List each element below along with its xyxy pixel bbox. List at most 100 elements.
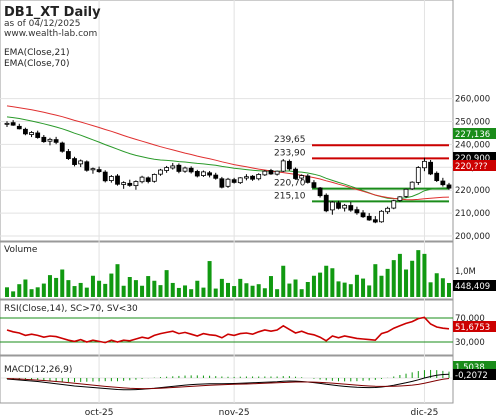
volume-bar — [72, 286, 77, 297]
volume-bar — [275, 289, 280, 297]
rsi-title: RSI(Close,14), SC>70, SV<30 — [4, 304, 138, 314]
candle-body — [422, 160, 427, 169]
candle-body — [440, 180, 446, 186]
candle-body — [409, 181, 415, 190]
candle-body — [188, 167, 194, 173]
candle-body — [385, 207, 391, 213]
candle-body — [336, 202, 341, 209]
volume-bar — [115, 264, 120, 297]
volume-tag-bg — [453, 280, 496, 291]
candle-body — [415, 167, 421, 183]
candle-body — [219, 178, 225, 188]
candle-body — [293, 168, 298, 179]
volume-bar — [410, 260, 415, 297]
level-lines — [312, 144, 449, 203]
volume-bar — [213, 288, 218, 297]
volume-bar — [11, 291, 16, 297]
candle-body — [194, 171, 200, 177]
volume-bar — [281, 265, 286, 297]
volume-bar — [47, 275, 52, 297]
candle-body — [329, 201, 335, 211]
candle-body — [164, 167, 170, 171]
volume-bar — [35, 287, 40, 297]
candle-body — [10, 122, 16, 126]
candle-body — [35, 132, 41, 138]
chart-title: DB1_XT Daily — [4, 5, 101, 20]
volume-y-tick: 1,0M — [455, 267, 476, 277]
candle-body — [299, 175, 305, 179]
candle-body — [262, 170, 268, 176]
candle-body — [354, 209, 360, 214]
volume-bar — [78, 282, 83, 297]
ema70-tag: 220,??? — [455, 162, 487, 172]
volume-bar — [348, 284, 353, 297]
volume-bar — [84, 287, 89, 297]
rsi-panel — [0, 299, 454, 356]
candle-body — [59, 142, 65, 152]
candle-body — [115, 175, 120, 185]
date-line: as of 04/12/2025 — [4, 19, 80, 29]
price-y-tick: 260,000 — [455, 95, 490, 105]
candle-body — [4, 122, 10, 125]
candle-body — [225, 178, 231, 187]
volume-bar — [121, 285, 126, 297]
rsi-tag: 51,6753 — [455, 323, 490, 333]
price-y-tick: 240,000 — [455, 140, 490, 150]
candle-body — [127, 182, 133, 186]
volume-bar — [330, 268, 335, 297]
rsi-line — [6, 316, 450, 344]
candles — [4, 120, 452, 224]
volume-bar — [54, 277, 59, 297]
volume-bar — [90, 275, 95, 297]
candle-body — [96, 169, 102, 173]
volume-bar — [152, 280, 157, 297]
volume-bar — [305, 282, 310, 297]
candle-body — [65, 151, 71, 159]
macd-tag: -0,2072 — [455, 371, 488, 381]
volume-bar — [17, 284, 22, 297]
candle-body — [268, 170, 274, 175]
volume-bar — [41, 283, 46, 297]
source-line: www.wealth-lab.com — [4, 29, 97, 39]
level-label: 233,90 — [274, 148, 306, 158]
candle-body — [434, 172, 440, 181]
rsi-y-tick: 70,000 — [455, 314, 485, 324]
volume-bar — [354, 274, 359, 297]
volume-bar — [127, 277, 132, 297]
close-tag-bg — [453, 152, 496, 163]
candle-body — [379, 210, 384, 223]
candle-body — [72, 158, 77, 165]
volume-bar — [226, 282, 230, 297]
candle-body — [78, 160, 84, 165]
macd-tag-bg — [453, 369, 496, 380]
volume-bar — [146, 276, 151, 297]
candle-body — [133, 181, 139, 187]
candle-body — [102, 171, 108, 182]
candle-body — [446, 184, 452, 189]
ema70-tag-bg — [453, 160, 496, 171]
volume-bar — [342, 282, 347, 297]
rsi-plot — [0, 316, 453, 344]
x-tick-label: oct-25 — [85, 408, 114, 418]
volume-bar — [262, 288, 267, 297]
candle-body — [231, 179, 237, 183]
candle-body — [207, 172, 212, 176]
candle-body — [145, 177, 151, 182]
ema21-tag: 227,136 — [455, 130, 490, 140]
volume-bar — [318, 272, 323, 297]
candle-body — [280, 160, 286, 172]
volume-bar — [287, 283, 292, 297]
volume-bar — [164, 270, 169, 297]
candle-body — [366, 215, 372, 221]
volume-bar — [391, 260, 396, 297]
x-tick-label: dic-25 — [411, 408, 439, 418]
volume-bar — [189, 289, 194, 297]
candle-body — [311, 182, 317, 188]
candle-body — [47, 138, 53, 142]
candle-body — [213, 174, 219, 179]
macd-plot — [0, 369, 453, 391]
candle-body — [90, 168, 96, 171]
candle-body — [397, 196, 403, 201]
